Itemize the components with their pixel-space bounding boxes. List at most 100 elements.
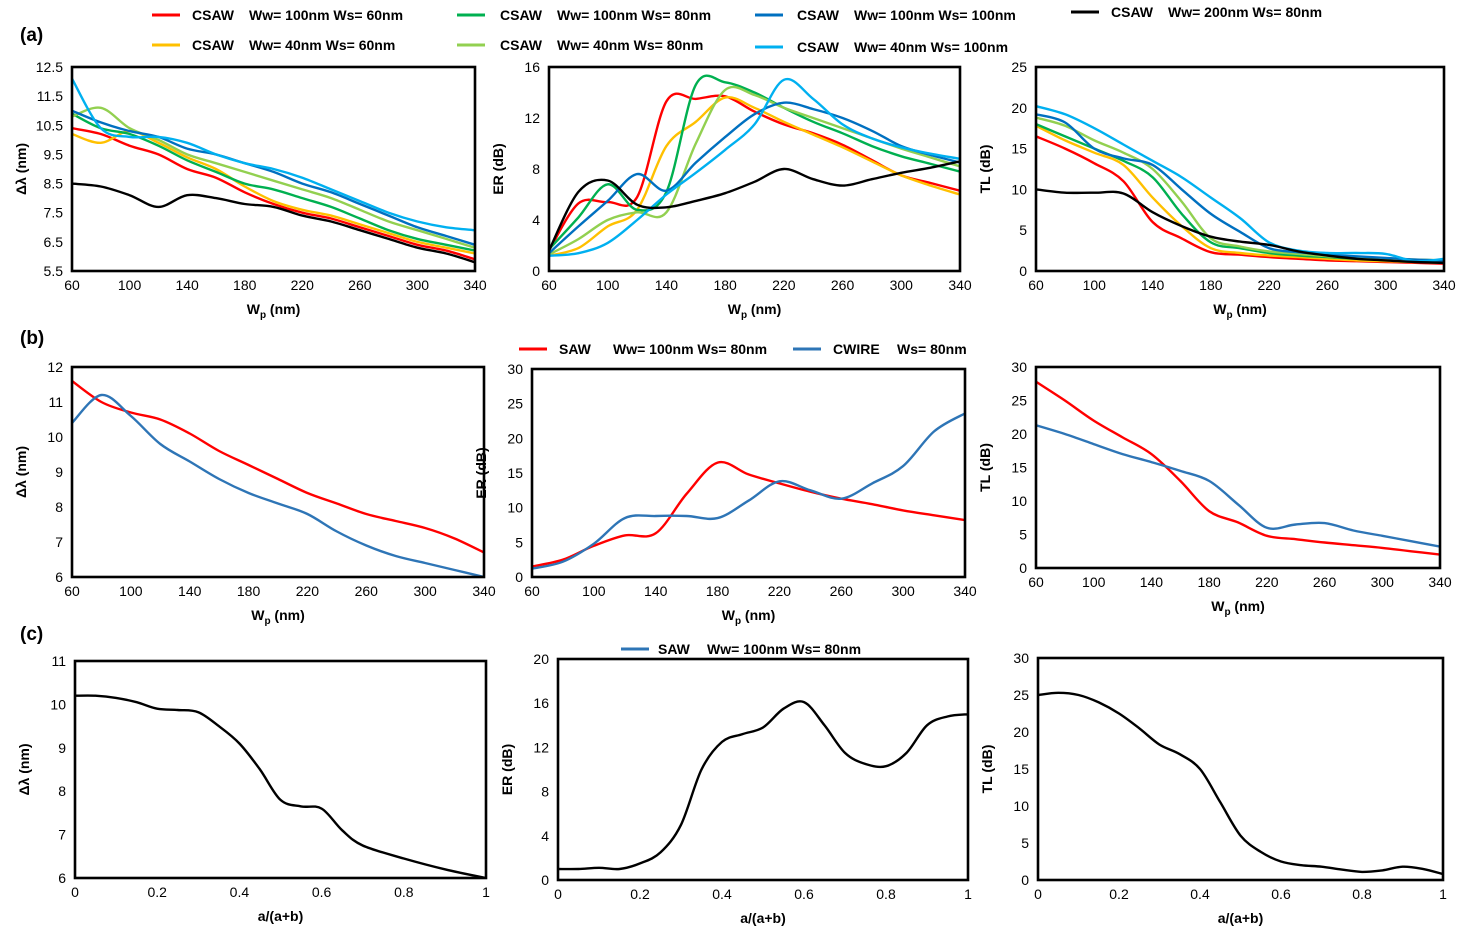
series-line — [1036, 424, 1440, 548]
series-group — [1038, 691, 1443, 876]
series-line — [549, 77, 960, 257]
series-line — [72, 109, 475, 246]
plot-frame — [1034, 65, 1446, 273]
x-tick-label: 100 — [582, 583, 606, 599]
y-tick-label: 4 — [541, 828, 549, 844]
plot-frame — [1036, 656, 1445, 882]
legend-c-item: SAW Ww= 100nm Ws= 80nm — [621, 641, 861, 657]
series-line — [1036, 380, 1440, 556]
y-tick-label: 15 — [1011, 141, 1027, 157]
y-axis-label: ER (dB) — [473, 447, 489, 498]
x-tick-label: 0.6 — [1271, 886, 1291, 902]
chart-b2: 60 100 140 180 220 260 300 340 0 5 10 15 20 25 30 Wp (n… — [473, 361, 977, 627]
y-tick-label: 11.5 — [37, 88, 63, 104]
y-tick-label: 10 — [50, 696, 66, 712]
series-group — [1036, 380, 1440, 556]
x-tick-label: 1 — [964, 886, 972, 902]
legend-spec: Ws= 80nm — [897, 341, 967, 357]
y-tick-label: 10 — [1013, 798, 1029, 814]
x-tick-label: 180 — [233, 277, 257, 293]
plot-frame — [70, 65, 477, 273]
y-tick-label: 16 — [524, 59, 540, 75]
x-tick-label: 60 — [524, 583, 540, 599]
series-group — [72, 77, 475, 264]
legend-spec: Ww= 40nm Ws= 80nm — [557, 37, 703, 53]
y-tick-label: 0 — [541, 872, 549, 888]
x-tick-label: 0.8 — [1352, 886, 1372, 902]
legend-a-item: CSAW Ww= 40nm Ws= 100nm — [755, 39, 1008, 55]
legend-b-item: SAW Ww= 100nm Ws= 80nm — [519, 341, 767, 357]
x-tick-label: 140 — [655, 277, 679, 293]
plot-frame — [547, 65, 962, 273]
x-tick-label: 300 — [890, 277, 914, 293]
legend-name: CWIRE — [833, 341, 880, 357]
series-line — [75, 694, 486, 878]
y-tick-label: 25 — [1011, 393, 1027, 409]
series-line — [72, 182, 475, 264]
x-tick-label: 260 — [355, 583, 379, 599]
series-line — [72, 126, 475, 261]
y-tick-label: 6 — [55, 569, 63, 585]
y-tick-label: 12.5 — [36, 59, 63, 75]
x-axis-label: Wp (nm) — [728, 301, 782, 321]
x-tick-label: 0.2 — [147, 884, 167, 900]
series-line — [1036, 113, 1444, 262]
legend-name: CSAW — [500, 37, 543, 53]
chart-a3: 60 100 140 180 220 260 300 340 0 5 10 15 20 25 Wp (nm)… — [977, 59, 1456, 321]
y-tick-label: 25 — [1013, 687, 1029, 703]
y-tick-label: 8 — [541, 784, 549, 800]
x-tick-label: 0.2 — [1109, 886, 1129, 902]
plot-frame — [1034, 365, 1442, 570]
panel-label-c: (c) — [20, 624, 43, 645]
x-tick-label: 260 — [348, 277, 372, 293]
panel-label-a: (a) — [20, 25, 43, 46]
series-line — [558, 700, 968, 871]
y-tick-label: 8 — [55, 499, 63, 515]
x-tick-label: 0.8 — [876, 886, 896, 902]
series-line — [549, 74, 960, 251]
x-tick-label: 0.4 — [712, 886, 732, 902]
x-axis-label: a/(a+b) — [258, 908, 304, 924]
y-tick-label: 9 — [58, 740, 66, 756]
x-tick-label: 180 — [706, 583, 730, 599]
legend-spec: Ww= 40nm Ws= 60nm — [249, 37, 395, 53]
y-tick-label: 8 — [532, 161, 540, 177]
y-tick-label: 10.5 — [36, 117, 63, 133]
y-axis-label: ER (dB) — [490, 143, 506, 194]
y-axis-label: TL (dB) — [977, 145, 993, 194]
series-group — [1036, 105, 1444, 265]
x-tick-label: 100 — [596, 277, 620, 293]
series-line — [72, 379, 484, 554]
y-tick-label: 0 — [532, 263, 540, 279]
y-axis-label: Δλ (nm) — [13, 446, 29, 498]
x-tick-label: 180 — [237, 583, 261, 599]
x-tick-label: 60 — [64, 583, 80, 599]
y-tick-label: 0 — [1019, 263, 1027, 279]
x-tick-label: 260 — [1316, 277, 1340, 293]
x-tick-label: 0.6 — [794, 886, 814, 902]
legend-spec: Ww= 100nm Ws= 100nm — [854, 7, 1016, 23]
y-tick-label: 20 — [1013, 724, 1029, 740]
x-tick-label: 340 — [953, 583, 977, 599]
series-line — [72, 393, 484, 577]
y-tick-label: 5 — [1019, 222, 1027, 238]
x-tick-label: 140 — [178, 583, 202, 599]
x-axis-label: Wp (nm) — [722, 607, 776, 627]
y-tick-label: 30 — [507, 361, 523, 377]
y-tick-label: 10 — [47, 429, 63, 445]
x-tick-label: 300 — [413, 583, 437, 599]
y-tick-label: 20 — [1011, 100, 1027, 116]
legend-name: SAW — [559, 341, 592, 357]
y-tick-label: 30 — [1011, 359, 1027, 375]
series-line — [72, 77, 475, 232]
y-tick-label: 11 — [48, 394, 63, 410]
x-tick-label: 140 — [1141, 277, 1165, 293]
legend-a-item: CSAW Ww= 40nm Ws= 80nm — [457, 37, 703, 53]
series-line — [1036, 116, 1444, 262]
y-tick-label: 15 — [1013, 761, 1029, 777]
x-axis-label: Wp (nm) — [247, 301, 301, 321]
legend-name: CSAW — [1111, 4, 1154, 20]
x-axis-label: a/(a+b) — [1218, 910, 1264, 926]
